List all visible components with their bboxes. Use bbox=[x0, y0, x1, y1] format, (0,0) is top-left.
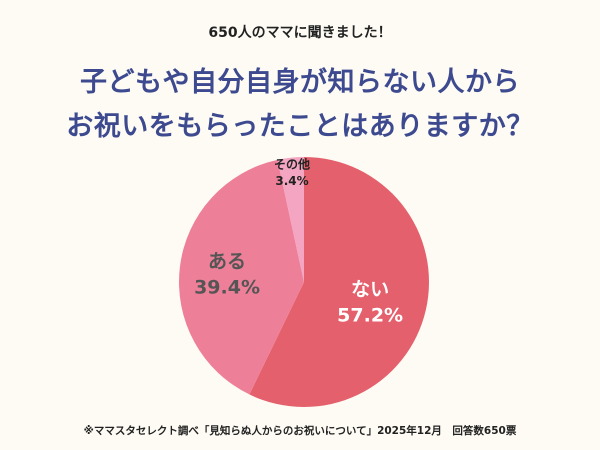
slice-label-1: ある 39.4% bbox=[194, 250, 260, 298]
source-note: ※ママスタセレクト調べ「見知らぬ人からのお祝いについて」2025年12月 回答数… bbox=[83, 425, 517, 437]
subtitle: 650人のママに聞きました！ bbox=[208, 25, 392, 41]
slice-category-label: ない bbox=[351, 278, 389, 300]
slice-label-2: その他 3.4% bbox=[274, 157, 310, 189]
slice-label-0: ない 57.2% bbox=[337, 278, 403, 326]
pie-slice-0 bbox=[249, 157, 429, 407]
slice-value-label: 39.4% bbox=[194, 277, 260, 299]
chart-title-line1: 子どもや自分自身が知らない人から bbox=[80, 67, 520, 98]
slice-category-label: その他 bbox=[274, 157, 310, 172]
pie-slice-2 bbox=[277, 157, 304, 282]
slice-value-label: 3.4% bbox=[275, 174, 308, 188]
chart-title-line2: お祝いをもらったことはありますか？ bbox=[66, 111, 534, 142]
slice-value-label: 57.2% bbox=[337, 305, 403, 327]
pie-slice-1 bbox=[178, 159, 304, 395]
slice-category-label: ある bbox=[208, 250, 246, 272]
